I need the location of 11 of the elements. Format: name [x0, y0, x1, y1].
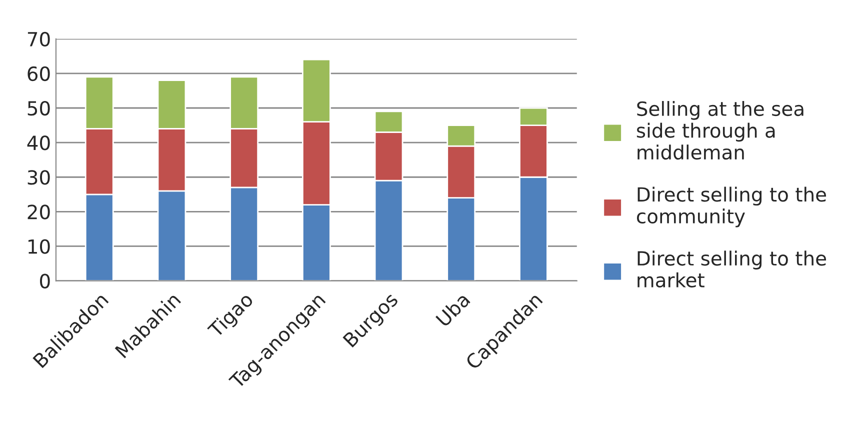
y-tick-label: 10: [28, 239, 50, 254]
y-tick-label: 40: [27, 136, 50, 150]
y-tick-label: 50: [28, 100, 50, 116]
legend-label: Direct selling to the market: [638, 250, 826, 288]
y-tick-label: 20: [28, 204, 50, 220]
y-tick-label: 70: [28, 32, 50, 47]
legend-label: Selling at the sea side through a middleman: [636, 101, 804, 160]
y-tick-label: 60: [28, 66, 50, 82]
y-tick-label: 30: [28, 170, 50, 185]
legend-label: Direct selling to the community: [636, 186, 826, 228]
y-tick-label: 0: [40, 274, 50, 288]
